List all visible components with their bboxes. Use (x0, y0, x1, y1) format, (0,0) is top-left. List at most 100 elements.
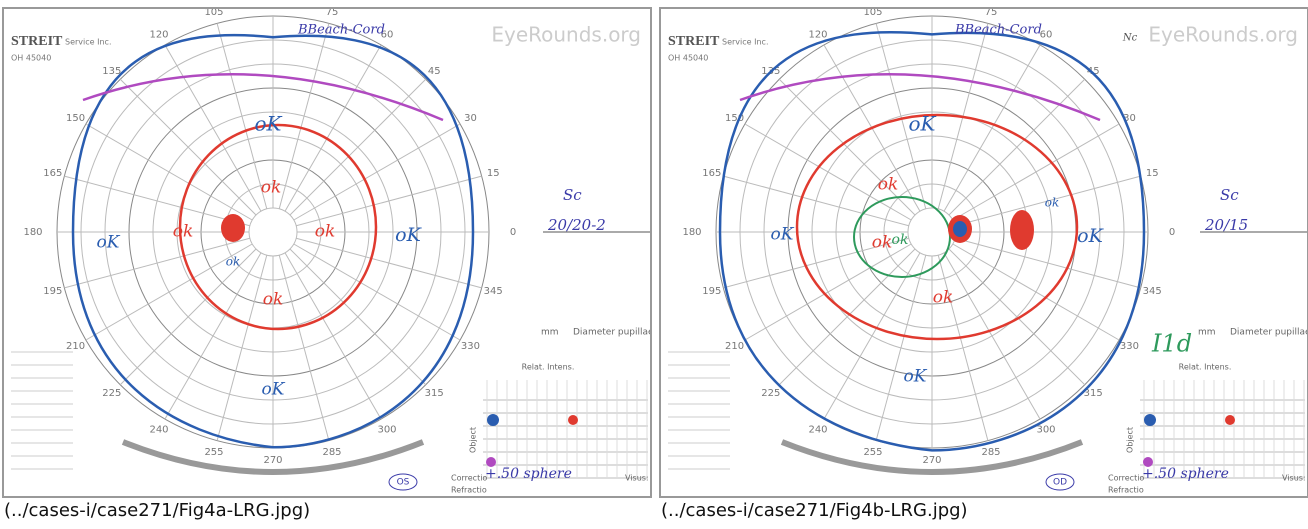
handwritten-note: oK (909, 112, 937, 136)
angle-label: 195 (702, 286, 721, 297)
patient-name: BBeach-Cord (297, 23, 385, 38)
object-dot (1225, 415, 1235, 425)
object-label: Object (469, 427, 478, 453)
handwritten-note: ok (173, 222, 194, 242)
correction-label: Correctio (1108, 474, 1144, 483)
angle-label: 120 (808, 30, 827, 41)
handwritten-note: ok (1045, 196, 1060, 210)
panel: 0153045607590105120135150165180195210225… (660, 0, 1308, 521)
acuity: 20/15 (1204, 216, 1248, 234)
angle-label: 15 (487, 168, 500, 179)
angle-label: 240 (808, 424, 827, 435)
handwritten-note: ok (933, 288, 954, 308)
handwritten-note: ok (872, 233, 893, 253)
angle-label: 300 (1036, 424, 1055, 435)
angle-label: 15 (1146, 168, 1159, 179)
scotoma (1010, 210, 1034, 250)
pupil-label: Diameter pupillae (573, 328, 654, 338)
panel: 0153045607590105120135150165180195210225… (3, 0, 654, 521)
screenshot: 0153045607590105120135150165180195210225… (0, 0, 1308, 525)
angle-label: 210 (66, 341, 85, 352)
pupil-unit: mm (541, 328, 559, 338)
angle-label: 0 (1169, 227, 1175, 238)
brand: STREIT (668, 34, 720, 49)
handwritten-note: ok (315, 222, 336, 242)
address: OH 45040 (668, 54, 708, 63)
caption: (../cases-i/case271/Fig4a-LRG.jpg) (4, 500, 310, 521)
angle-label: 330 (1120, 341, 1139, 352)
object-dot (1144, 414, 1156, 426)
angle-label: 195 (43, 286, 62, 297)
angle-label: 270 (922, 455, 941, 466)
page: {"panels": [ {"caption": "(../cases-i/ca… (0, 0, 1308, 525)
object-dot (568, 415, 578, 425)
angle-label: 165 (702, 168, 721, 179)
angle-label: 150 (66, 113, 85, 124)
handwritten-note: ok (878, 175, 899, 195)
image-frame (3, 8, 651, 497)
object-dot (487, 414, 499, 426)
handwritten-note: oK (1077, 225, 1104, 247)
angle-label: 285 (981, 447, 1000, 458)
correction: +.50 sphere (485, 466, 572, 482)
angle-label: 225 (761, 388, 780, 399)
angle-label: 180 (682, 227, 701, 238)
scotoma (953, 221, 967, 237)
angle-label: 270 (263, 455, 282, 466)
handwritten-note: ok (226, 255, 241, 269)
acuity-method: Sc (563, 186, 582, 204)
angle-label: 180 (23, 227, 42, 238)
angle-label: 225 (102, 388, 121, 399)
handwritten-note: ok (263, 290, 284, 310)
relat-label: Relat. Intens. (522, 363, 575, 372)
acuity-method: Sc (1220, 186, 1239, 204)
angle-label: 315 (425, 388, 444, 399)
watermark: EyeRounds.org (1148, 23, 1298, 47)
handwritten-note: oK (395, 224, 422, 246)
pupil-label: Diameter pupillae (1230, 328, 1308, 338)
visus-label: Visus: (625, 474, 649, 483)
eye: OS (397, 478, 410, 488)
scotoma (221, 214, 245, 242)
watermark: EyeRounds.org (491, 23, 641, 47)
angle-label: 255 (863, 447, 882, 458)
angle-label: 45 (428, 66, 441, 77)
refraction-label: Refractio (451, 486, 487, 495)
angle-label: 0 (510, 227, 516, 238)
angle-label: 285 (322, 447, 341, 458)
angle-label: 30 (464, 113, 477, 124)
eye: OD (1053, 478, 1067, 488)
handwritten-note: oK (904, 367, 928, 387)
angle-label: 165 (43, 168, 62, 179)
company: Service Inc. (722, 38, 768, 47)
angle-label: 345 (1143, 286, 1162, 297)
company: Service Inc. (65, 38, 111, 47)
handwritten-note: oK (771, 225, 795, 245)
handwritten-note: Nc (1122, 33, 1138, 44)
refraction-label: Refractio (1108, 486, 1144, 495)
handwritten-note: oK (262, 380, 286, 400)
angle-label: 345 (484, 286, 503, 297)
image-frame (660, 8, 1308, 497)
handwritten-note: oK (255, 112, 283, 136)
handwritten-note: ok (892, 232, 909, 248)
handwritten-note: ok (261, 178, 282, 198)
address: OH 45040 (11, 54, 51, 63)
handwritten-note: I1d (1151, 330, 1192, 358)
angle-label: 255 (204, 447, 223, 458)
angle-label: 330 (461, 341, 480, 352)
patient-name: BBeach-Cord (954, 23, 1042, 38)
relat-label: Relat. Intens. (1179, 363, 1232, 372)
correction: +.50 sphere (1142, 466, 1229, 482)
angle-label: 300 (377, 424, 396, 435)
caption: (../cases-i/case271/Fig4b-LRG.jpg) (661, 500, 968, 521)
visus-label: Visus: (1282, 474, 1306, 483)
object-label: Object (1126, 427, 1135, 453)
pupil-unit: mm (1198, 328, 1216, 338)
brand: STREIT (11, 34, 63, 49)
angle-label: 240 (149, 424, 168, 435)
correction-label: Correctio (451, 474, 487, 483)
angle-label: 210 (725, 341, 744, 352)
acuity: 20/20-2 (547, 216, 606, 234)
handwritten-note: oK (97, 233, 121, 253)
